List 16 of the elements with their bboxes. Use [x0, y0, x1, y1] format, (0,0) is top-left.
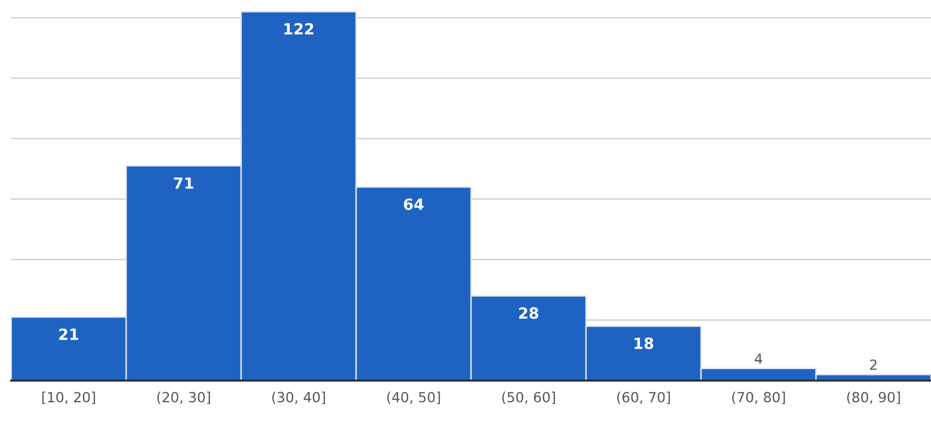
data-label: 2	[870, 359, 877, 370]
data-label: 122	[284, 23, 314, 34]
x-tick-label: (80, 90]	[847, 392, 900, 404]
x-tick-label: (70, 80]	[732, 392, 785, 404]
data-label: 64	[404, 198, 424, 210]
x-tick-label: (20, 30]	[157, 392, 210, 404]
data-label: 28	[519, 307, 538, 319]
data-label: 18	[634, 338, 654, 350]
x-tick-label: (60, 70]	[617, 392, 670, 404]
x-tick-label: (50, 60]	[502, 392, 555, 404]
data-label: 4	[754, 354, 762, 364]
data-label: 21	[59, 328, 78, 340]
x-tick-label: [10, 20]	[42, 392, 95, 404]
x-tick-label: (30, 40]	[272, 392, 325, 404]
x-tick-label: (40, 50]	[387, 392, 440, 404]
data-label: 71	[174, 177, 194, 189]
